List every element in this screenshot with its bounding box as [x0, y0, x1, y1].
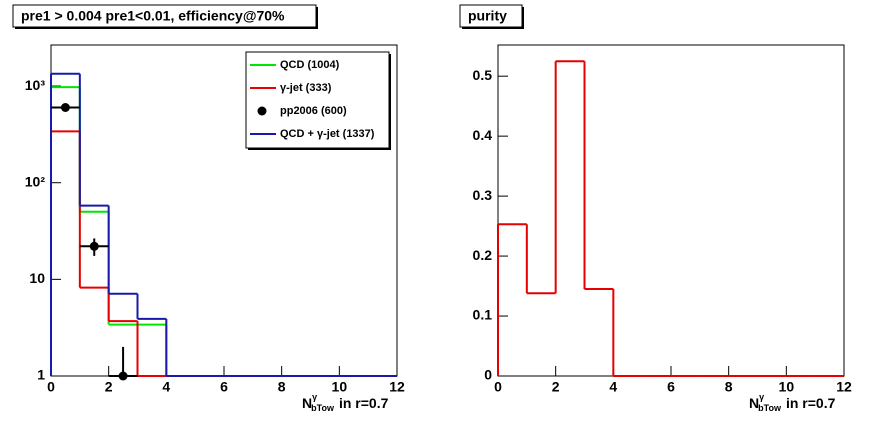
- y-tick-label: 0: [484, 367, 492, 383]
- legend-label: γ-jet (333): [280, 82, 332, 94]
- y-tick-label: 0.1: [473, 307, 493, 323]
- y-tick-label: 10²: [25, 173, 46, 189]
- x-tick-label: 10: [779, 379, 795, 395]
- x-tick-label: 2: [552, 379, 560, 395]
- x-tick-label: 12: [836, 379, 852, 395]
- legend-box: [245, 51, 390, 149]
- x-tick-label: 10: [332, 379, 348, 395]
- x-tick-label: 8: [725, 379, 733, 395]
- x-label-base: N: [749, 395, 759, 411]
- x-label-sup: γ: [312, 392, 317, 402]
- y-tick-label: 0.2: [473, 247, 493, 263]
- x-label-sup: γ: [759, 392, 764, 402]
- x-label-base: N: [302, 395, 312, 411]
- data-point: [60, 103, 70, 113]
- legend-marker: [257, 106, 267, 116]
- data-point: [118, 371, 128, 381]
- x-label-sub: bTow: [758, 403, 782, 413]
- plot-frame: [497, 44, 845, 377]
- x-tick-label: 4: [162, 379, 170, 395]
- x-tick-label: 12: [389, 379, 405, 395]
- x-tick-label: 0: [494, 379, 502, 395]
- legend-label: QCD + γ-jet (1337): [280, 128, 375, 140]
- y-tick-label: 0.5: [473, 67, 493, 83]
- x-label-text: in r=0.7: [339, 395, 389, 411]
- chart-title: purity: [468, 8, 507, 24]
- chart-title: pre1 > 0.004 pre1<0.01, efficiency@70%: [21, 8, 285, 24]
- y-tick-label: 10: [29, 270, 45, 286]
- y-tick-label: 1: [37, 367, 45, 383]
- x-tick-label: 4: [609, 379, 617, 395]
- legend-label: QCD (1004): [280, 59, 340, 71]
- x-axis-label: Nγ bTow in r=0.7: [302, 392, 389, 413]
- x-tick-label: 2: [105, 379, 113, 395]
- x-tick-label: 6: [220, 379, 228, 395]
- y-tick-label: 0.3: [473, 187, 493, 203]
- x-label-sub: bTow: [311, 403, 335, 413]
- y-tick-label: 10³: [25, 77, 46, 93]
- x-axis-label: Nγ bTow in r=0.7: [749, 392, 836, 413]
- x-tick-label: 8: [278, 379, 286, 395]
- title-box: [12, 4, 317, 28]
- legend-label: pp2006 (600): [280, 105, 347, 117]
- x-label-text: in r=0.7: [786, 395, 836, 411]
- x-tick-label: 0: [47, 379, 55, 395]
- y-tick-label: 0.4: [473, 127, 493, 143]
- title-box: [459, 4, 523, 28]
- data-point: [89, 241, 99, 251]
- x-tick-label: 6: [667, 379, 675, 395]
